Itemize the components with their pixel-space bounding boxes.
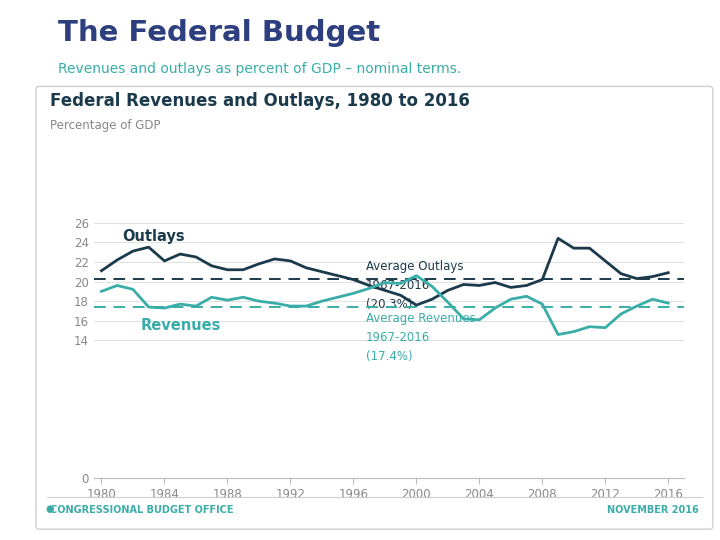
Text: Average Outlays
1967-2016
(20.3%): Average Outlays 1967-2016 (20.3%)	[366, 260, 464, 311]
Text: Revenues and outlays as percent of GDP – nominal terms.: Revenues and outlays as percent of GDP –…	[58, 62, 461, 76]
Text: Federal Revenues and Outlays, 1980 to 2016: Federal Revenues and Outlays, 1980 to 20…	[50, 92, 470, 110]
Text: NOVEMBER 2016: NOVEMBER 2016	[607, 505, 698, 515]
Text: CONGRESSIONAL BUDGET OFFICE: CONGRESSIONAL BUDGET OFFICE	[50, 505, 234, 515]
Text: Average Revenues
1967-2016
(17.4%): Average Revenues 1967-2016 (17.4%)	[366, 312, 476, 363]
Text: Outlays: Outlays	[122, 229, 184, 244]
Text: ●: ●	[45, 504, 54, 514]
Text: Revenues: Revenues	[141, 318, 221, 333]
Text: Percentage of GDP: Percentage of GDP	[50, 119, 161, 132]
Text: The Federal Budget: The Federal Budget	[58, 19, 379, 47]
